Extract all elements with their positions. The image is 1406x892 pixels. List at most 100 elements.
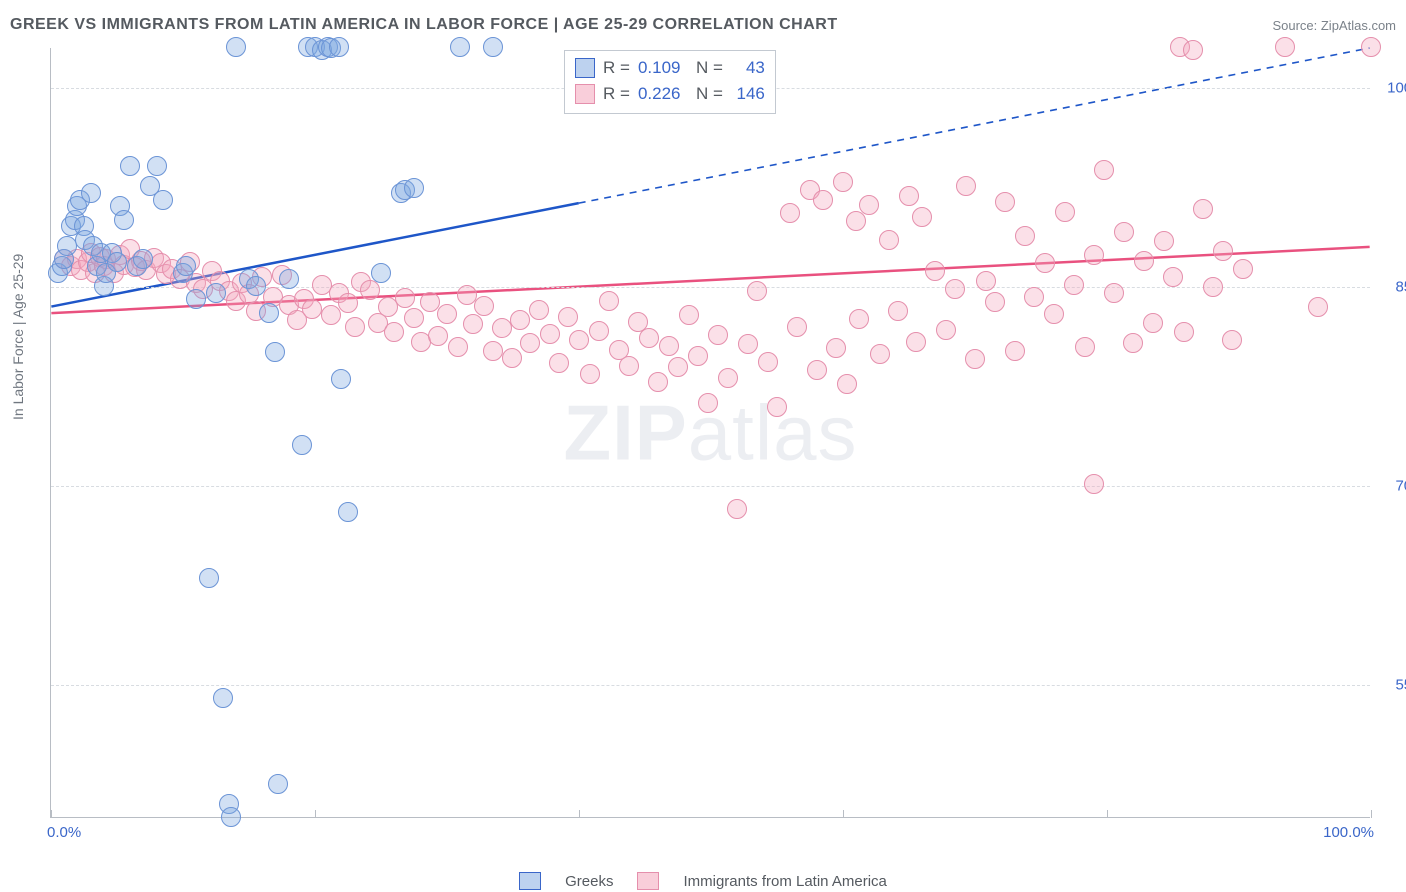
data-point-latin: [1193, 199, 1213, 219]
data-point-latin: [529, 300, 549, 320]
data-point-latin: [474, 296, 494, 316]
data-point-latin: [1213, 241, 1233, 261]
data-point-latin: [1134, 251, 1154, 271]
data-point-latin: [936, 320, 956, 340]
data-point-latin: [1035, 253, 1055, 273]
data-point-greeks: [450, 37, 470, 57]
data-point-greeks: [186, 289, 206, 309]
correlation-stats-box: R =0.109N =43R =0.226N =146: [564, 50, 776, 114]
legend-swatch-latin: [637, 872, 659, 890]
data-point-greeks: [226, 37, 246, 57]
data-point-latin: [899, 186, 919, 206]
legend-label-greeks: Greeks: [565, 873, 613, 890]
data-point-latin: [1143, 313, 1163, 333]
x-tick: [579, 810, 580, 818]
r-label: R =: [603, 58, 630, 78]
data-point-greeks: [147, 156, 167, 176]
data-point-latin: [510, 310, 530, 330]
n-label: N =: [696, 84, 723, 104]
data-point-greeks: [246, 276, 266, 296]
x-tick: [51, 810, 52, 818]
data-point-greeks: [213, 688, 233, 708]
data-point-greeks: [120, 156, 140, 176]
data-point-latin: [718, 368, 738, 388]
gridline: [51, 486, 1370, 487]
data-point-latin: [1055, 202, 1075, 222]
data-point-latin: [549, 353, 569, 373]
data-point-latin: [925, 261, 945, 281]
data-point-latin: [619, 356, 639, 376]
data-point-latin: [1222, 330, 1242, 350]
data-point-greeks: [404, 178, 424, 198]
data-point-latin: [758, 352, 778, 372]
data-point-latin: [976, 271, 996, 291]
data-point-greeks: [81, 183, 101, 203]
data-point-greeks: [153, 190, 173, 210]
data-point-latin: [589, 321, 609, 341]
legend-label-latin: Immigrants from Latin America: [683, 873, 886, 890]
data-point-latin: [502, 348, 522, 368]
y-tick-label: 85.0%: [1395, 278, 1406, 295]
data-point-greeks: [199, 568, 219, 588]
data-point-latin: [826, 338, 846, 358]
data-point-latin: [912, 207, 932, 227]
data-point-latin: [1114, 222, 1134, 242]
data-point-latin: [879, 230, 899, 250]
data-point-latin: [520, 333, 540, 353]
data-point-latin: [985, 292, 1005, 312]
data-point-latin: [787, 317, 807, 337]
data-point-latin: [833, 172, 853, 192]
data-point-latin: [483, 341, 503, 361]
data-point-greeks: [57, 236, 77, 256]
data-point-latin: [384, 322, 404, 342]
data-point-latin: [599, 291, 619, 311]
data-point-latin: [1308, 297, 1328, 317]
data-point-latin: [1094, 160, 1114, 180]
data-point-latin: [1005, 341, 1025, 361]
x-tick: [843, 810, 844, 818]
data-point-latin: [639, 328, 659, 348]
data-point-greeks: [292, 435, 312, 455]
data-point-latin: [659, 336, 679, 356]
data-point-latin: [448, 337, 468, 357]
data-point-greeks: [371, 263, 391, 283]
data-point-latin: [540, 324, 560, 344]
data-point-greeks: [331, 369, 351, 389]
data-point-latin: [302, 299, 322, 319]
data-point-latin: [1123, 333, 1143, 353]
data-point-latin: [956, 176, 976, 196]
data-point-latin: [859, 195, 879, 215]
data-point-greeks: [206, 283, 226, 303]
data-point-latin: [1084, 245, 1104, 265]
data-point-latin: [1203, 277, 1223, 297]
data-point-greeks: [265, 342, 285, 362]
data-point-latin: [1015, 226, 1035, 246]
data-point-latin: [1104, 283, 1124, 303]
data-point-latin: [580, 364, 600, 384]
scatter-plot-area: ZIPatlas 55.0%70.0%85.0%100.0%0.0%100.0%…: [50, 48, 1370, 818]
data-point-latin: [404, 308, 424, 328]
data-point-latin: [849, 309, 869, 329]
data-point-latin: [1024, 287, 1044, 307]
data-point-greeks: [133, 249, 153, 269]
x-tick: [315, 810, 316, 818]
stat-swatch: [575, 84, 595, 104]
gridline: [51, 685, 1370, 686]
data-point-latin: [727, 499, 747, 519]
x-tick: [1371, 810, 1372, 818]
data-point-latin: [1233, 259, 1253, 279]
y-tick-label: 100.0%: [1387, 79, 1406, 96]
data-point-latin: [395, 288, 415, 308]
data-point-greeks: [329, 37, 349, 57]
r-label: R =: [603, 84, 630, 104]
data-point-latin: [906, 332, 926, 352]
data-point-latin: [1064, 275, 1084, 295]
r-value: 0.109: [638, 58, 688, 78]
data-point-greeks: [221, 807, 241, 827]
data-point-latin: [360, 280, 380, 300]
data-point-latin: [688, 346, 708, 366]
data-point-greeks: [279, 269, 299, 289]
data-point-latin: [558, 307, 578, 327]
data-point-latin: [1084, 474, 1104, 494]
data-point-latin: [338, 293, 358, 313]
